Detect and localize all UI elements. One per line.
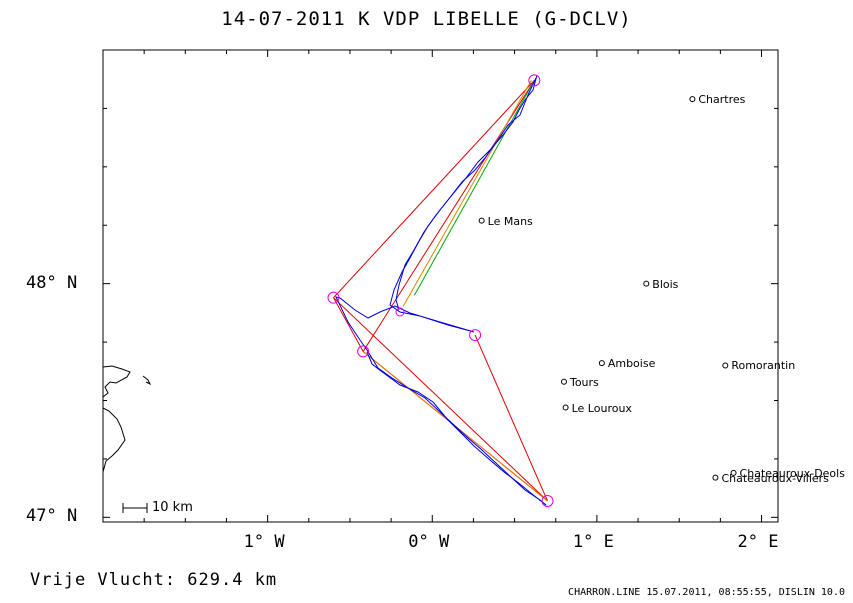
scale-bar-label: 10 km <box>152 500 193 515</box>
flight-leg-alt <box>413 80 535 296</box>
x-tick-label: 0° W <box>408 532 450 552</box>
y-tick-label: 47° N <box>26 506 78 527</box>
city-marker <box>712 474 719 481</box>
city-marker <box>643 280 650 287</box>
x-tick-label: 2° E <box>737 532 779 552</box>
flight-leg <box>333 297 364 352</box>
city-label: Blois <box>652 277 679 291</box>
gps-track <box>335 74 547 506</box>
city-marker <box>689 96 696 103</box>
flight-leg <box>333 80 535 299</box>
free-flight-distance: Vrije Vlucht: 629.4 km <box>30 570 278 590</box>
coastline <box>102 407 126 473</box>
city-label: Chateauroux-Villers <box>721 471 829 485</box>
x-tick-label: 1° W <box>243 532 285 552</box>
city-marker <box>562 404 569 411</box>
chart-title: 14-07-2011 K VDP LIBELLE (G-DCLV) <box>221 8 632 30</box>
city-marker <box>560 378 567 385</box>
city-label: Amboise <box>607 357 656 371</box>
flight-leg-alt <box>402 80 532 307</box>
footer-info: CHARRON.LINE 15.07.2011, 08:55:55, DISLI… <box>568 587 845 598</box>
coastline <box>102 365 131 398</box>
gps-track <box>366 351 547 506</box>
city-label: Chartres <box>698 93 746 107</box>
flight-leg <box>333 297 548 502</box>
turnpoint-marker <box>357 345 370 358</box>
city-label: Le Louroux <box>571 401 632 415</box>
city-label: Le Mans <box>487 214 533 228</box>
city-label: Tours <box>569 375 599 389</box>
flight-leg <box>474 334 548 502</box>
turnpoint-marker <box>541 494 554 507</box>
city-label: Chateauroux-Deols <box>739 466 845 480</box>
city-marker <box>722 362 729 369</box>
city-marker <box>478 217 485 224</box>
turnpoint-marker <box>528 74 541 87</box>
city-marker <box>730 469 737 476</box>
city-label: Romorantin <box>731 359 796 373</box>
gps-track <box>395 77 537 311</box>
turnpoint-marker <box>327 291 340 304</box>
turnpoint-marker <box>469 329 482 342</box>
start-marker <box>395 307 405 317</box>
y-tick-label: 48° N <box>26 272 78 293</box>
x-tick-label: 1° E <box>572 532 614 552</box>
city-marker <box>598 360 605 367</box>
coastline-island <box>142 375 152 386</box>
map-frame <box>102 49 779 523</box>
